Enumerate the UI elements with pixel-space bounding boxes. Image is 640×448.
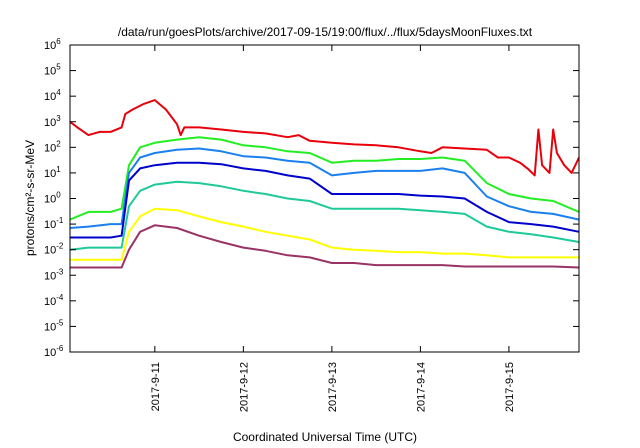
series-line-2 xyxy=(69,136,580,221)
y-tick-label: 105 xyxy=(44,63,61,78)
chart-title: /data/run/goesPlots/archive/2017-09-15/1… xyxy=(118,25,533,39)
x-axis-label: Coordinated Universal Time (UTC) xyxy=(233,430,417,444)
series-line-6 xyxy=(70,207,579,261)
x-tick-label: 2017-9-11 xyxy=(150,362,162,411)
y-tick-label: 10-3 xyxy=(44,267,64,282)
y-tick-label: 103 xyxy=(44,114,61,129)
plot-series xyxy=(69,99,580,269)
x-tick-label: 2017-9-12 xyxy=(238,362,250,412)
y-axis-label: protons/cm²-s-sr-MeV xyxy=(23,140,37,256)
y-tick-label: 10-1 xyxy=(44,216,64,231)
x-tick-label: 2017-9-15 xyxy=(504,362,516,412)
series-line-7 xyxy=(70,224,580,269)
y-axis: 10-6 10-5 10-4 10-3 10-2 10-1 100 101 102 103 104 1… xyxy=(44,37,579,359)
plot-frame xyxy=(69,44,580,353)
series-line-5 xyxy=(69,180,580,251)
x-axis: 2017-9-11 2017-9-12 2017-9-13 2017-9-14 2017… xyxy=(150,45,516,412)
x-tick-label: 2017-9-14 xyxy=(415,362,427,412)
x-tick-label: 2017-9-13 xyxy=(327,362,339,412)
series-line-4 xyxy=(70,161,580,239)
series-line-1 xyxy=(69,99,580,177)
y-tick-label: 10-5 xyxy=(44,318,64,333)
y-tick-label: 100 xyxy=(44,191,61,206)
y-tick-label: 102 xyxy=(44,139,61,154)
y-tick-label: 10-2 xyxy=(44,242,64,257)
y-tick-label: 101 xyxy=(44,165,61,180)
y-tick-label: 10-4 xyxy=(44,293,64,308)
y-tick-label: 10-6 xyxy=(44,344,64,359)
series-line-3 xyxy=(69,147,580,229)
y-tick-label: 104 xyxy=(44,88,61,103)
y-tick-label: 106 xyxy=(44,37,61,52)
